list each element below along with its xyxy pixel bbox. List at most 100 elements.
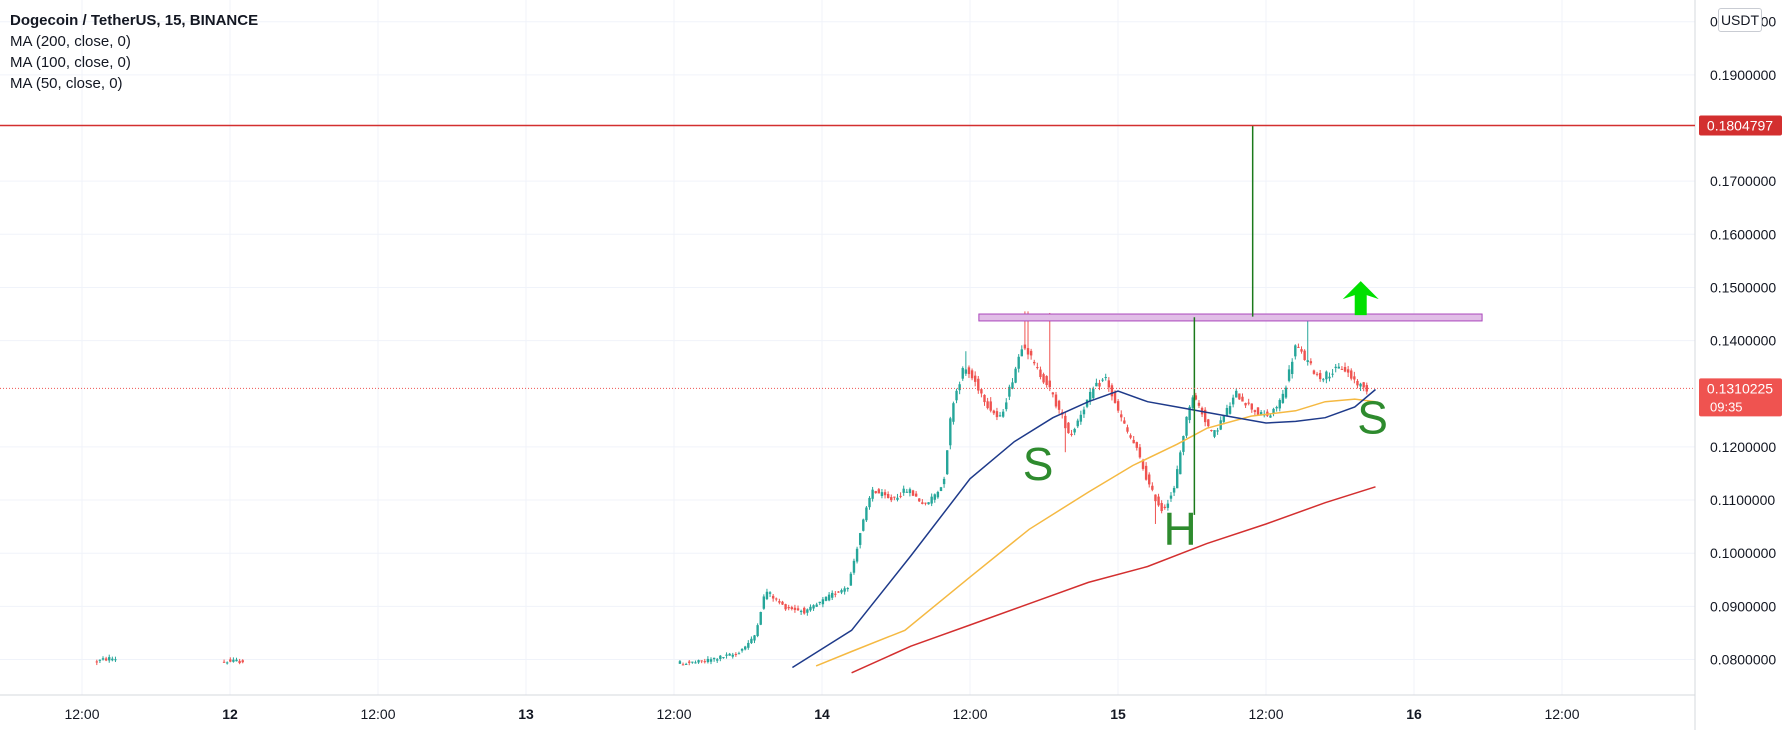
candle-body <box>759 612 762 625</box>
candle-body <box>1070 433 1073 436</box>
candle-body <box>1088 391 1092 402</box>
candle-body <box>843 588 846 592</box>
candle-body <box>871 489 874 499</box>
candle-body <box>815 604 818 607</box>
candle-body <box>967 367 971 375</box>
candle-body <box>1225 407 1229 417</box>
candle-body <box>809 606 812 611</box>
candle-body <box>1073 428 1076 433</box>
candle-body <box>768 592 772 594</box>
candle-body <box>743 646 747 650</box>
candle-body <box>849 573 853 586</box>
candle-body <box>1247 402 1250 404</box>
candle-body <box>952 403 955 422</box>
candle-body <box>775 598 778 600</box>
breakout-arrow-icon[interactable] <box>1342 281 1379 316</box>
candle-body <box>241 660 244 663</box>
candle-body <box>1275 407 1278 409</box>
x-tick-label: 12:00 <box>360 706 395 722</box>
candle-body <box>1116 401 1120 411</box>
candle-body <box>784 604 787 610</box>
candle-body <box>238 660 241 664</box>
candle-body <box>1256 407 1260 415</box>
y-tick-label: 0.1900000 <box>1710 67 1776 83</box>
candle-body <box>893 496 896 498</box>
candle-body <box>229 659 232 662</box>
candle-body <box>1154 494 1157 502</box>
candle-body <box>1123 420 1126 424</box>
candle-body <box>992 410 996 414</box>
candle-body <box>1113 392 1117 403</box>
candle-body <box>902 488 905 493</box>
candle-body <box>1001 411 1005 417</box>
candle-body <box>1303 350 1306 360</box>
x-tick-label: 14 <box>814 706 830 722</box>
ma200-line[interactable] <box>851 486 1376 674</box>
candle-body <box>1076 420 1079 427</box>
candle-body <box>1253 410 1257 412</box>
candle-body <box>821 599 825 605</box>
candle-body <box>1020 349 1023 357</box>
candle-body <box>961 368 964 379</box>
candle-body <box>862 519 865 531</box>
candle-body <box>824 596 828 601</box>
candle-body <box>111 658 114 661</box>
candle-body <box>1325 371 1328 380</box>
candle-body <box>1039 369 1042 378</box>
candle-body <box>1110 385 1114 397</box>
candle-body <box>1179 452 1182 475</box>
candle-body <box>1328 376 1331 379</box>
candle-body <box>942 478 946 485</box>
candle-body <box>1045 376 1048 386</box>
candle-body <box>1284 387 1288 398</box>
candle-body <box>1281 393 1285 403</box>
currency-unit-button[interactable]: USDT <box>1718 8 1762 32</box>
candle-body <box>697 660 700 663</box>
candle-body <box>874 491 877 494</box>
candle-body <box>1042 374 1045 383</box>
candle-body <box>1259 412 1263 415</box>
candle-body <box>706 658 710 663</box>
candle-body <box>1023 344 1027 349</box>
resistance-price-tag <box>1699 115 1782 136</box>
candle-body <box>1216 430 1219 432</box>
head-label[interactable]: H <box>1164 503 1197 555</box>
candle-body <box>737 653 741 655</box>
candle-body <box>703 661 706 663</box>
ma50-line[interactable] <box>792 388 1376 669</box>
candle-body <box>1331 373 1334 375</box>
candle-body <box>803 607 806 614</box>
candle-body <box>1238 393 1241 400</box>
candle-body <box>1272 408 1275 414</box>
candle-body <box>691 661 694 663</box>
candle-body <box>1315 373 1319 375</box>
candle-body <box>95 661 98 663</box>
candle-body <box>1144 465 1148 480</box>
ma100-line[interactable] <box>815 398 1376 667</box>
left-shoulder-label[interactable]: S <box>1023 438 1054 490</box>
candle-body <box>1356 380 1359 386</box>
candle-body <box>1064 415 1067 429</box>
candle-body <box>753 635 756 641</box>
candle-body <box>834 593 837 595</box>
candle-body <box>855 548 859 562</box>
candle-body <box>980 389 983 394</box>
neckline-box[interactable] <box>978 313 1483 322</box>
candle-body <box>688 661 691 663</box>
x-tick-label: 12:00 <box>64 706 99 722</box>
candle-body <box>1095 382 1098 387</box>
candle-body <box>1337 366 1341 369</box>
x-tick-label: 12:00 <box>1248 706 1283 722</box>
candle-body <box>762 596 766 609</box>
right-shoulder-label[interactable]: S <box>1357 392 1388 444</box>
candle-body <box>98 659 102 661</box>
candle-body <box>827 594 831 601</box>
candle-body <box>114 659 117 661</box>
candle-body <box>709 659 713 662</box>
candle-body <box>970 370 974 379</box>
candle-body <box>765 591 769 600</box>
candle-body <box>927 502 930 505</box>
candle-body <box>1182 436 1185 452</box>
